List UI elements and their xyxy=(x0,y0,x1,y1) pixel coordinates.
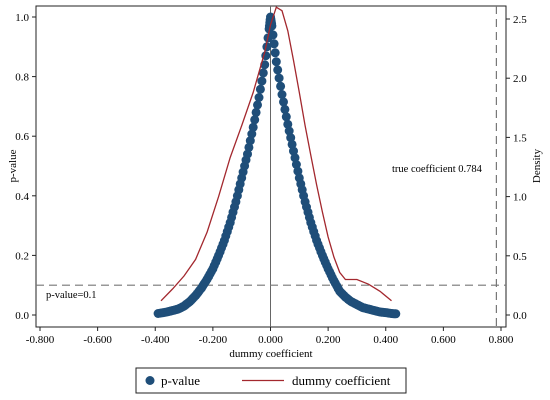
x-axis-title: dummy coefficient xyxy=(229,348,312,360)
pvalue-point xyxy=(258,68,268,78)
pvalue-point xyxy=(280,104,290,114)
pvalue-point xyxy=(304,212,314,222)
x-tick-label: -0.400 xyxy=(141,334,170,346)
dummy-coefficient-line xyxy=(160,6,392,302)
x-tick-label: 0.200 xyxy=(316,334,341,346)
x-tick-label: -0.200 xyxy=(199,334,228,346)
pvalue-point xyxy=(241,155,251,165)
y-right-tick-label: 0.0 xyxy=(513,310,527,322)
pvalue-point xyxy=(230,202,239,212)
y-right-tick-label: 1.0 xyxy=(513,192,527,204)
pvalue-point xyxy=(293,166,303,176)
legend-label-pvalue: p-value xyxy=(161,373,200,388)
x-tick-label: 0.800 xyxy=(489,334,514,346)
pvalue-point xyxy=(310,231,320,241)
pvalue-point xyxy=(253,100,262,110)
y-axis-left-title: p-value xyxy=(7,149,19,182)
pvalue-point xyxy=(255,84,265,94)
y-left-tick-label: 0.4 xyxy=(15,191,29,203)
pvalue-point xyxy=(270,48,280,58)
y-right-tick-label: 2.5 xyxy=(513,14,527,26)
pvalue-point xyxy=(250,115,260,125)
x-tick-label: -0.600 xyxy=(83,334,112,346)
pvalue-point xyxy=(235,179,245,189)
pvalue-point xyxy=(289,146,298,156)
reference-lines xyxy=(36,6,506,327)
pvalue-point xyxy=(279,97,288,107)
pvalue-point xyxy=(390,309,400,319)
pvalue-point xyxy=(257,76,267,86)
pvalue-point xyxy=(271,57,281,67)
axes-layer: -0.800 -0.600 -0.400 -0.200 0.000 0.200 0.400 0… xyxy=(15,12,527,346)
pvalue-point xyxy=(218,239,228,249)
pvalue-point xyxy=(269,39,279,49)
pvalue-point xyxy=(224,222,234,232)
pvalue-point xyxy=(262,42,272,52)
pvalue-point xyxy=(284,126,294,136)
pvalue-point xyxy=(283,119,293,129)
pvalue-point xyxy=(248,122,258,132)
y-axis-right-title: Density xyxy=(531,148,543,183)
y-left-tick-label: 0.2 xyxy=(15,250,29,262)
true-coefficient-label: true coefficient 0.784 xyxy=(392,164,483,175)
pvalue-point xyxy=(281,112,291,122)
legend: p-value dummy coefficient xyxy=(135,367,407,394)
pvalue-point xyxy=(268,30,278,40)
series-layer xyxy=(153,6,401,319)
pvalue-point xyxy=(273,65,283,75)
pvalue-point xyxy=(260,60,270,70)
pvalue-point xyxy=(299,191,309,201)
pvalue-point xyxy=(254,93,264,102)
legend-label-dummy-coefficient: dummy coefficient xyxy=(292,373,391,388)
y-right-tick-label: 1.5 xyxy=(513,132,527,144)
pvalue-point xyxy=(244,142,254,152)
pvalue-point xyxy=(245,136,255,146)
pvalue-threshold-label: p-value=0.1 xyxy=(46,290,97,301)
pvalue-point xyxy=(274,73,284,83)
pvalue-point xyxy=(251,107,261,117)
pvalue-point xyxy=(316,247,326,257)
pvalue-point xyxy=(277,90,287,99)
y-right-tick-label: 2.0 xyxy=(513,73,527,85)
pvalue-point xyxy=(286,133,296,143)
y-left-tick-label: 0.8 xyxy=(15,72,29,84)
pvalue-point xyxy=(276,81,286,91)
pvalue-point xyxy=(247,129,257,139)
legend-marker-pvalue xyxy=(145,376,155,385)
y-left-tick-label: 0.6 xyxy=(15,131,29,143)
pvalue-point xyxy=(212,254,222,264)
x-tick-label: -0.800 xyxy=(26,334,55,346)
pvalue-point xyxy=(267,19,277,29)
pvalue-point xyxy=(291,160,301,169)
y-left-tick-label: 0.0 xyxy=(15,310,29,322)
pvalue-point xyxy=(290,153,300,163)
x-tick-label: 0.000 xyxy=(258,334,283,346)
y-right-tick-label: 0.5 xyxy=(513,251,527,263)
y-left-tick-label: 1.0 xyxy=(15,12,29,24)
x-tick-label: 0.400 xyxy=(373,334,398,346)
pvalue-point xyxy=(287,139,297,149)
x-tick-label: 0.600 xyxy=(431,334,456,346)
